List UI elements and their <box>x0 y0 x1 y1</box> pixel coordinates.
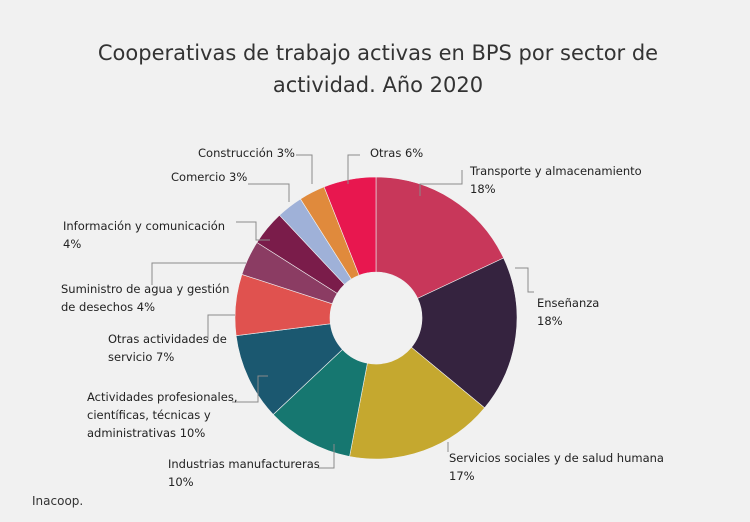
pie-slices <box>234 176 518 460</box>
slice-label: Actividades profesionales, científicas, t… <box>87 390 237 440</box>
slice-label: Otras actividades de servicio 7% <box>108 332 227 364</box>
leader-line <box>248 183 290 202</box>
source-note: Inacoop. <box>32 494 84 508</box>
leader-line <box>419 170 463 196</box>
slice-label: Enseñanza 18% <box>537 296 599 328</box>
slice-label: Otras 6% <box>370 146 423 160</box>
pie-slice <box>411 257 518 409</box>
chart-title-line: actividad. Año 2020 <box>273 73 483 97</box>
leader-line <box>151 262 246 285</box>
slice-label: Servicios sociales y de salud humana 17% <box>449 451 664 483</box>
leader-line <box>207 314 235 340</box>
slice-label: Suministro de agua y gestión de desechos … <box>61 282 229 314</box>
slice-label: Información y comunicación 4% <box>63 219 225 251</box>
leader-line <box>347 154 360 184</box>
pie-slice <box>323 176 377 276</box>
chart-title: Cooperativas de trabajo activas en BPS p… <box>98 41 658 97</box>
pie-slice <box>349 346 486 460</box>
leader-line <box>515 267 534 293</box>
leader-line <box>318 444 335 469</box>
slice-labels: Transporte y almacenamiento 18% Enseñanza 1… <box>61 146 664 489</box>
leader-line <box>232 375 268 403</box>
leader-line <box>236 221 270 241</box>
leader-line <box>296 154 313 184</box>
chart-title-line: Cooperativas de trabajo activas en BPS p… <box>98 41 658 65</box>
slice-label: Construcción 3% <box>198 146 295 160</box>
slice-label: Industrias manufactureras 10% <box>168 457 320 489</box>
slice-label: Transporte y almacenamiento 18% <box>469 164 642 196</box>
leader-lines <box>151 154 534 469</box>
slice-label: Comercio 3% <box>171 170 247 184</box>
pie-slice <box>375 176 504 299</box>
